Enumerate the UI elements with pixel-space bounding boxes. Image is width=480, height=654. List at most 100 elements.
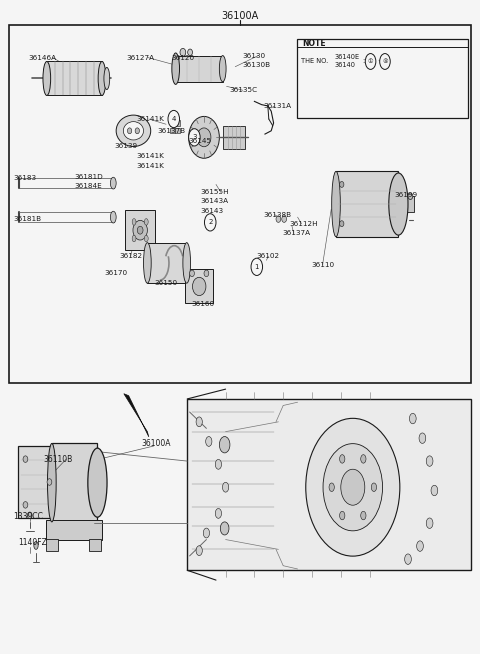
Ellipse shape xyxy=(98,61,106,95)
Ellipse shape xyxy=(409,413,416,424)
Text: 2: 2 xyxy=(208,219,213,226)
Ellipse shape xyxy=(110,211,116,223)
Ellipse shape xyxy=(197,128,211,146)
Text: 36130B: 36130B xyxy=(242,62,271,69)
Text: 36135C: 36135C xyxy=(229,87,258,94)
Ellipse shape xyxy=(189,116,219,158)
Ellipse shape xyxy=(144,235,148,242)
Ellipse shape xyxy=(419,433,426,443)
Bar xyxy=(297,39,468,118)
Bar xyxy=(175,128,180,133)
Ellipse shape xyxy=(323,443,383,531)
Bar xyxy=(176,56,223,82)
Text: 36181D: 36181D xyxy=(74,173,103,180)
Text: :: : xyxy=(362,58,364,65)
Text: 36150: 36150 xyxy=(155,279,178,286)
Ellipse shape xyxy=(137,226,143,234)
Bar xyxy=(52,443,97,522)
Text: 36146A: 36146A xyxy=(29,54,57,61)
Text: ①: ① xyxy=(368,59,373,64)
Ellipse shape xyxy=(168,111,180,128)
Ellipse shape xyxy=(215,459,222,470)
Text: 36141K: 36141K xyxy=(137,152,165,159)
Ellipse shape xyxy=(340,511,345,520)
Text: 4: 4 xyxy=(171,116,176,122)
Text: 1339CC: 1339CC xyxy=(13,512,43,521)
Text: 36145: 36145 xyxy=(188,138,211,145)
Ellipse shape xyxy=(215,509,222,518)
Ellipse shape xyxy=(132,218,136,225)
Ellipse shape xyxy=(180,48,186,56)
Ellipse shape xyxy=(192,277,206,296)
Text: ~: ~ xyxy=(377,58,383,65)
Ellipse shape xyxy=(408,193,413,199)
Ellipse shape xyxy=(329,483,334,492)
Text: 36199: 36199 xyxy=(395,192,418,198)
Bar xyxy=(147,243,187,283)
Polygon shape xyxy=(124,394,149,437)
Ellipse shape xyxy=(276,216,281,222)
Bar xyxy=(336,171,398,237)
Ellipse shape xyxy=(110,177,116,189)
Bar xyxy=(175,120,180,126)
Ellipse shape xyxy=(431,485,438,496)
Bar xyxy=(47,61,102,95)
Ellipse shape xyxy=(405,554,411,564)
Ellipse shape xyxy=(341,470,365,506)
Text: 36110B: 36110B xyxy=(43,455,72,464)
Text: 36137B: 36137B xyxy=(157,128,186,134)
Text: 36130: 36130 xyxy=(242,52,265,59)
Bar xyxy=(223,126,245,149)
Ellipse shape xyxy=(339,221,344,227)
Bar xyxy=(187,399,471,570)
Ellipse shape xyxy=(188,49,192,56)
Ellipse shape xyxy=(189,129,200,146)
Ellipse shape xyxy=(23,502,28,508)
Text: 36140E: 36140E xyxy=(335,54,360,60)
Text: 36110: 36110 xyxy=(311,262,334,268)
Ellipse shape xyxy=(426,518,433,528)
Ellipse shape xyxy=(132,235,136,242)
Ellipse shape xyxy=(128,128,132,133)
Text: 36141K: 36141K xyxy=(137,163,165,169)
Ellipse shape xyxy=(204,270,209,277)
Ellipse shape xyxy=(219,437,230,453)
Ellipse shape xyxy=(361,455,366,463)
Ellipse shape xyxy=(43,61,51,95)
Ellipse shape xyxy=(220,522,229,535)
Ellipse shape xyxy=(190,270,194,277)
Ellipse shape xyxy=(339,181,344,187)
Text: 36140: 36140 xyxy=(335,62,356,69)
Text: 36112H: 36112H xyxy=(289,220,318,227)
Text: 36143A: 36143A xyxy=(201,198,229,205)
Text: 36143: 36143 xyxy=(201,207,224,214)
Text: ④: ④ xyxy=(382,59,388,64)
Ellipse shape xyxy=(48,443,56,522)
Ellipse shape xyxy=(372,483,376,492)
Ellipse shape xyxy=(144,243,151,283)
Ellipse shape xyxy=(172,53,180,84)
Bar xyxy=(9,25,471,383)
Bar xyxy=(18,446,54,518)
Text: NOTE: NOTE xyxy=(302,39,326,48)
Bar xyxy=(170,128,175,133)
Text: 36182: 36182 xyxy=(119,253,142,260)
Ellipse shape xyxy=(88,448,107,517)
Ellipse shape xyxy=(144,218,148,225)
Text: 36100A: 36100A xyxy=(142,439,171,448)
Text: 1: 1 xyxy=(254,264,259,270)
Ellipse shape xyxy=(47,479,52,485)
Ellipse shape xyxy=(104,67,109,90)
Ellipse shape xyxy=(204,214,216,231)
Bar xyxy=(89,539,101,551)
Bar xyxy=(46,539,58,551)
Ellipse shape xyxy=(183,243,191,283)
Text: 36138B: 36138B xyxy=(263,211,291,218)
Ellipse shape xyxy=(135,128,140,133)
Ellipse shape xyxy=(123,122,144,140)
Ellipse shape xyxy=(23,456,28,462)
Ellipse shape xyxy=(417,541,423,551)
Text: 36120: 36120 xyxy=(172,54,195,61)
Ellipse shape xyxy=(306,419,400,556)
Ellipse shape xyxy=(116,115,151,146)
